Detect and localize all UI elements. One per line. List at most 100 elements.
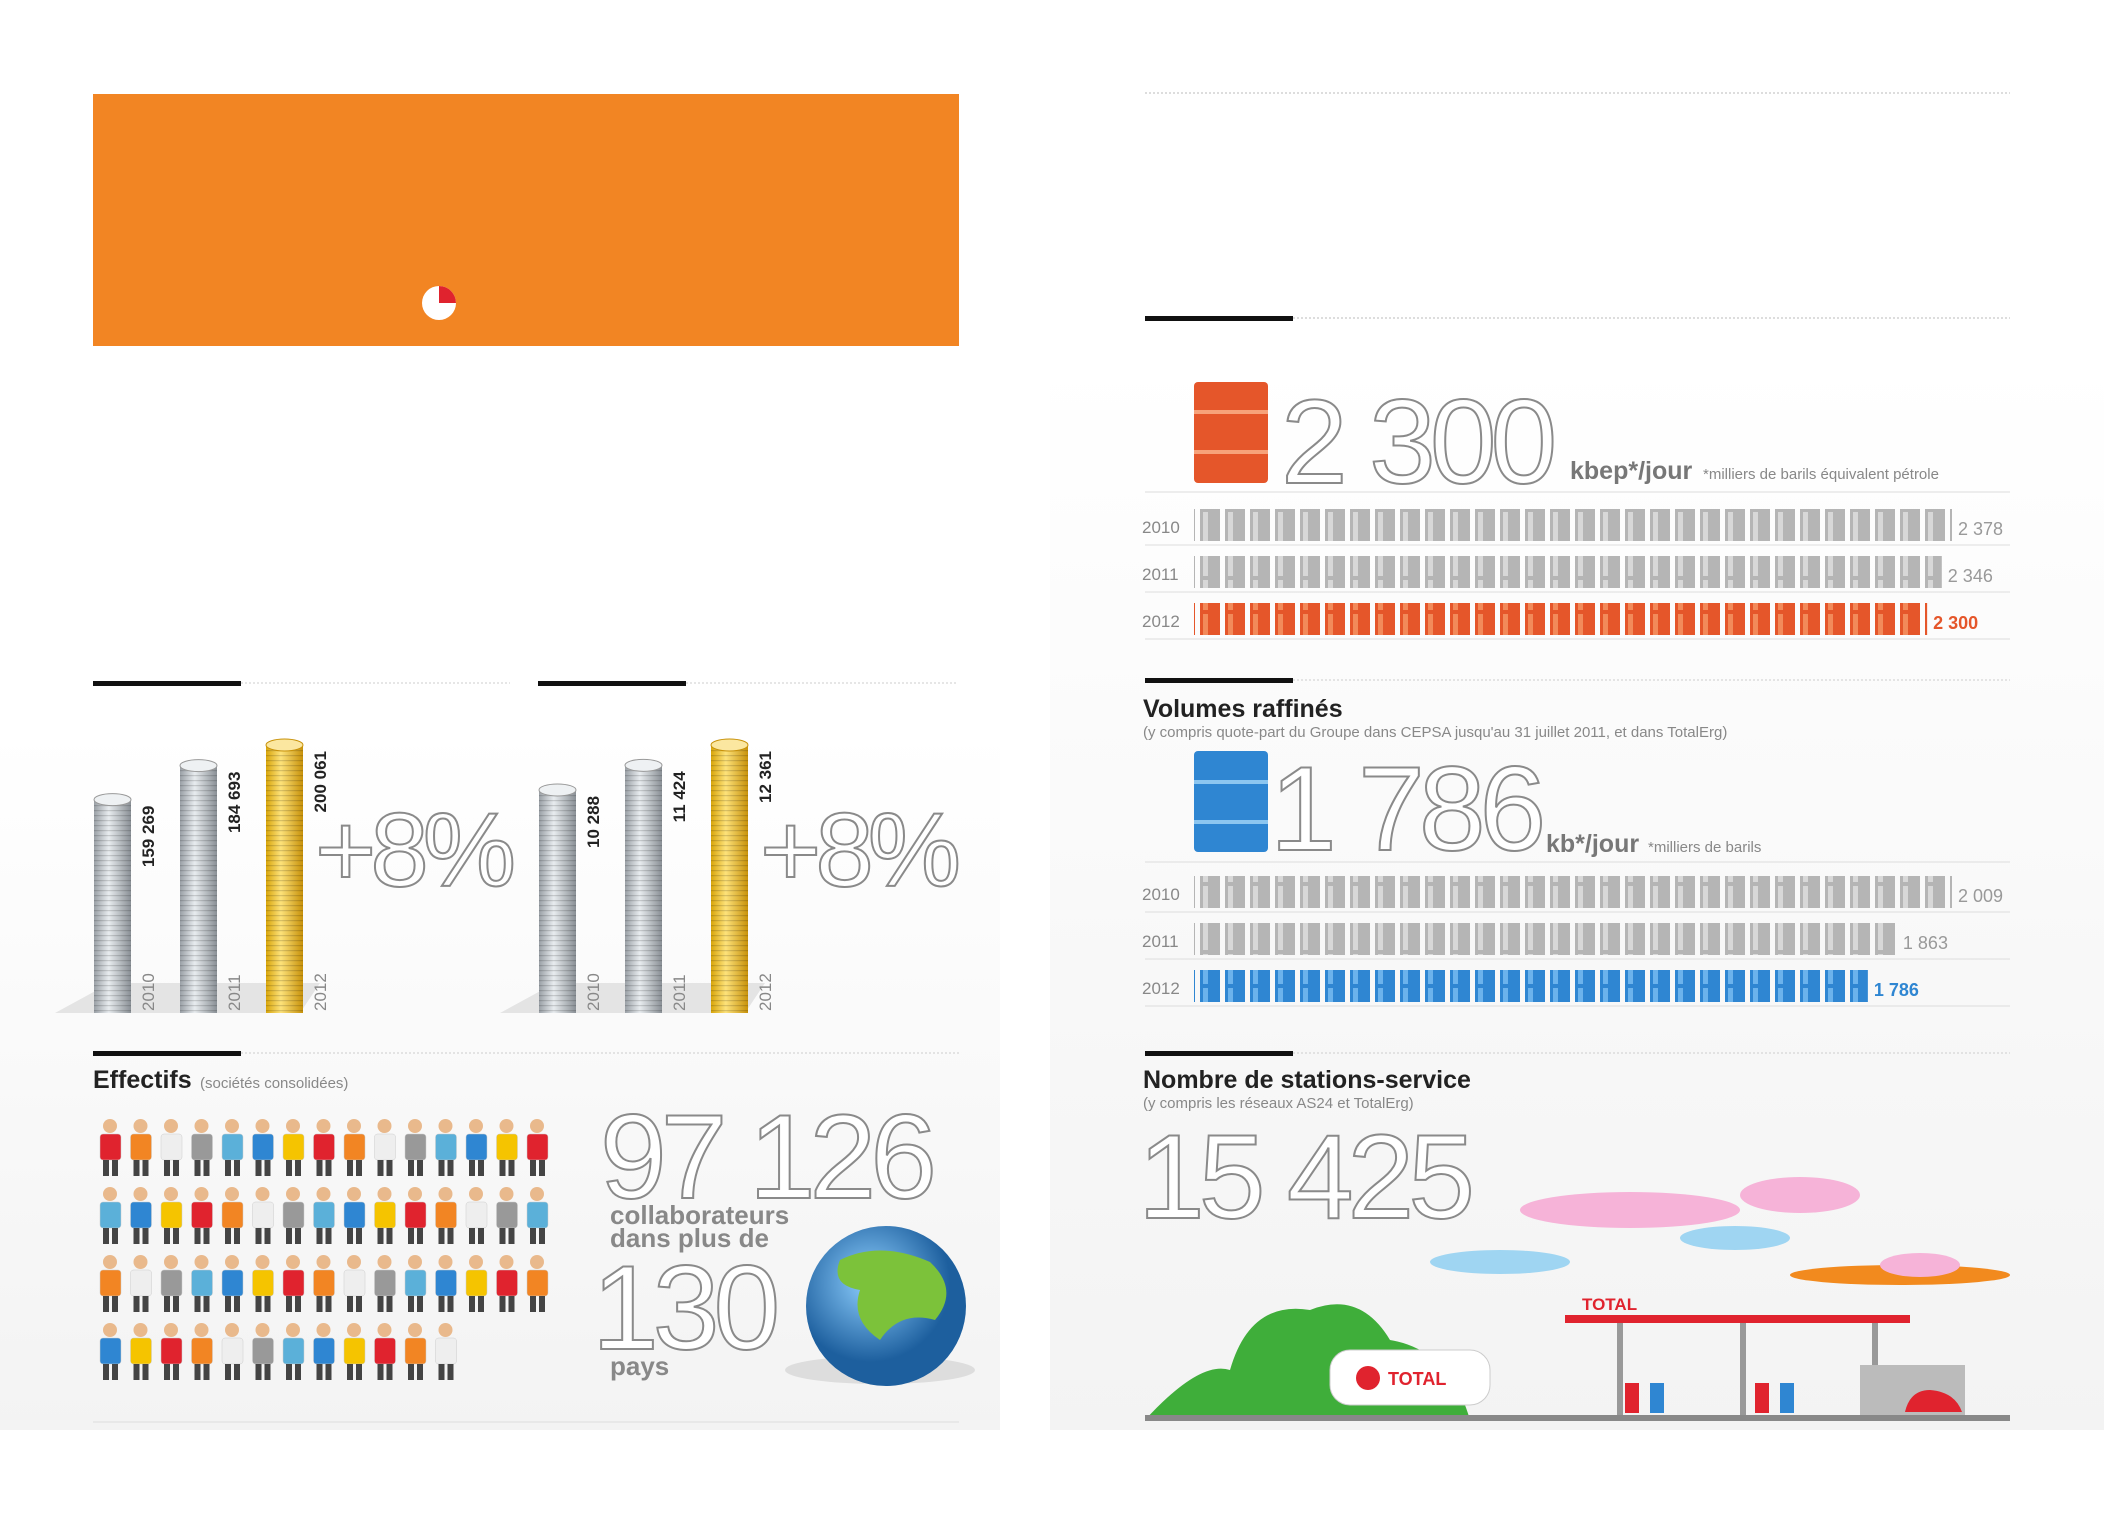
person bbox=[255, 1228, 262, 1244]
person bbox=[173, 1228, 179, 1244]
value-label: 2 378 bbox=[1958, 519, 2003, 539]
person bbox=[234, 1364, 240, 1380]
person bbox=[173, 1364, 179, 1380]
barrel bbox=[1194, 780, 1268, 784]
person bbox=[225, 1160, 231, 1176]
person bbox=[225, 1119, 239, 1133]
person bbox=[526, 1133, 549, 1161]
person bbox=[447, 1160, 454, 1176]
person bbox=[408, 1323, 422, 1337]
person bbox=[469, 1187, 483, 1201]
person bbox=[316, 1160, 323, 1176]
value-label: 1 786 bbox=[1874, 980, 1919, 1000]
person bbox=[404, 1133, 427, 1161]
person bbox=[286, 1296, 292, 1312]
barrel bbox=[1194, 382, 1268, 483]
person bbox=[164, 1364, 170, 1380]
person bbox=[133, 1296, 140, 1312]
illustration: TOTAL TOTAL bbox=[1145, 1177, 2010, 1421]
person bbox=[313, 1201, 335, 1229]
value-label: 200 061 bbox=[311, 751, 330, 812]
person bbox=[438, 1119, 453, 1133]
person bbox=[530, 1119, 544, 1133]
text: dans plus de bbox=[610, 1223, 769, 1253]
year-label: 2010 bbox=[1142, 885, 1180, 904]
change: +8% bbox=[760, 792, 958, 909]
person bbox=[255, 1160, 262, 1176]
person bbox=[374, 1269, 396, 1297]
person bbox=[255, 1296, 262, 1312]
person bbox=[325, 1364, 332, 1380]
person bbox=[173, 1160, 179, 1176]
person bbox=[173, 1296, 179, 1312]
year-label: 2010 bbox=[1142, 518, 1180, 537]
coin-top bbox=[538, 783, 577, 797]
person bbox=[539, 1160, 545, 1176]
person bbox=[313, 1337, 335, 1365]
person bbox=[325, 1160, 332, 1176]
person bbox=[377, 1119, 392, 1133]
person bbox=[386, 1364, 393, 1380]
year-label: 2011 bbox=[225, 974, 244, 1011]
person bbox=[194, 1160, 201, 1176]
person bbox=[164, 1323, 178, 1337]
person bbox=[164, 1255, 178, 1269]
person bbox=[282, 1337, 305, 1365]
person bbox=[286, 1160, 292, 1176]
person bbox=[435, 1337, 457, 1365]
note: (y compris les réseaux AS24 et TotalErg) bbox=[1143, 1095, 1414, 1112]
person bbox=[316, 1296, 323, 1312]
person bbox=[133, 1364, 140, 1380]
icon bbox=[439, 286, 456, 303]
person bbox=[99, 1269, 122, 1297]
note: *milliers de barils bbox=[1648, 839, 1761, 856]
brand: TOTAL bbox=[1388, 1369, 1446, 1389]
section-title: Effectifs bbox=[93, 1066, 192, 1094]
person bbox=[435, 1133, 457, 1161]
person bbox=[191, 1133, 213, 1161]
section-title: Volumes raffinés bbox=[1143, 695, 1343, 723]
person bbox=[539, 1228, 545, 1244]
headline: 130 bbox=[592, 1241, 776, 1375]
person bbox=[225, 1323, 239, 1337]
person bbox=[465, 1269, 488, 1297]
barrel bbox=[1194, 751, 1268, 852]
rule bbox=[93, 1051, 241, 1056]
person bbox=[133, 1119, 148, 1133]
person bbox=[465, 1133, 488, 1161]
person bbox=[103, 1323, 117, 1337]
unit: kb*/jour bbox=[1546, 830, 1639, 858]
person bbox=[377, 1364, 384, 1380]
year-label: 2012 bbox=[311, 973, 330, 1011]
bar bbox=[1194, 923, 1897, 955]
value-label: 2 300 bbox=[1933, 613, 1978, 633]
person bbox=[255, 1187, 270, 1201]
person bbox=[377, 1255, 392, 1269]
person bbox=[103, 1255, 117, 1269]
person bbox=[530, 1228, 536, 1244]
person bbox=[347, 1323, 361, 1337]
year-label: 2011 bbox=[1142, 932, 1179, 951]
barrel bbox=[1194, 820, 1268, 824]
change: +8% bbox=[315, 792, 513, 909]
person bbox=[343, 1337, 366, 1365]
person bbox=[438, 1296, 445, 1312]
year-label: 2012 bbox=[1142, 612, 1180, 631]
ridges bbox=[180, 765, 217, 1013]
person bbox=[496, 1269, 518, 1297]
person bbox=[447, 1228, 454, 1244]
person bbox=[99, 1337, 122, 1365]
person bbox=[530, 1255, 544, 1269]
person bbox=[252, 1201, 274, 1229]
year-label: 2010 bbox=[584, 973, 603, 1011]
person bbox=[408, 1296, 414, 1312]
person bbox=[325, 1228, 332, 1244]
person bbox=[142, 1160, 149, 1176]
person bbox=[282, 1133, 305, 1161]
person bbox=[103, 1119, 117, 1133]
person bbox=[225, 1296, 231, 1312]
unit: kbep*/jour bbox=[1570, 457, 1693, 485]
person bbox=[255, 1323, 270, 1337]
person bbox=[469, 1228, 475, 1244]
